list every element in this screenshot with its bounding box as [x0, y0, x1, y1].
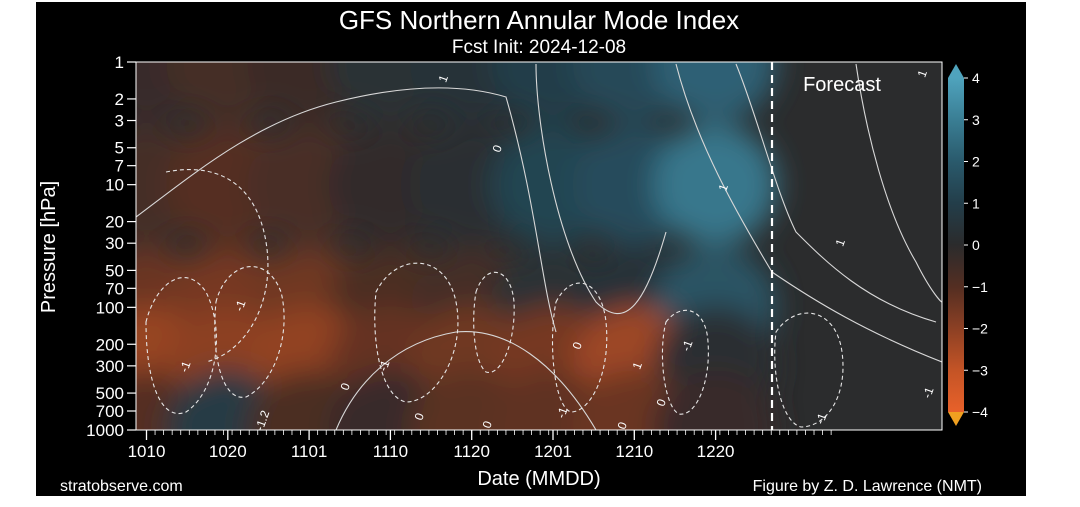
colorbar: 4 3 2 1 0 −1 −2 −3 −4	[948, 64, 988, 426]
contour-dashed	[145, 277, 217, 415]
x-tick-label: 1101	[291, 442, 328, 461]
contour-label: 1	[436, 73, 452, 84]
colorbar-tick-label: 1	[972, 195, 980, 211]
x-tick-label: 1010	[128, 442, 166, 461]
y-tick-label: 1	[115, 53, 124, 72]
contour-label: 1	[915, 68, 931, 79]
y-tick-label: 7	[115, 157, 124, 176]
y-tick-label: 700	[96, 402, 124, 421]
contour-dashed	[473, 271, 515, 373]
contour-label: 0	[490, 143, 506, 154]
x-tick-label: 1020	[209, 442, 247, 461]
y-tick-label: 20	[105, 213, 124, 232]
contour-lines	[136, 63, 942, 430]
contour-dashed	[374, 262, 459, 403]
y-tick-label: 70	[105, 279, 124, 298]
contour-label: -1.2	[252, 408, 272, 433]
plot-area: 1 0 1 1 1 -1 -1 -1 0 0 0 -1 1 0 -1 -1 -1 0 -1.2 0 Forecast	[135, 61, 943, 433]
contour-label: 0	[570, 340, 586, 351]
field-cell	[653, 62, 778, 122]
x-tick-label: 1210	[615, 442, 653, 461]
x-tick-label: 1110	[373, 442, 408, 461]
y-tick-label: 1000	[86, 421, 124, 440]
colorbar-extend-max	[948, 64, 964, 78]
chart-figure: GFS Northern Annular Mode Index Fcst Ini…	[36, 2, 1026, 496]
x-tick-label: 1220	[697, 442, 735, 461]
contour-label: 1	[833, 237, 849, 248]
contour-dashed	[214, 266, 285, 398]
forecast-label: Forecast	[803, 74, 881, 96]
colorbar-extend-min	[948, 412, 964, 426]
y-tick-label: 5	[115, 139, 124, 158]
x-tick-label: 1201	[534, 442, 572, 461]
colorbar-tick-label: −1	[972, 279, 988, 295]
colorbar-tick-label: 3	[972, 112, 980, 128]
contour-label: 1	[716, 182, 732, 193]
field-shading	[136, 62, 778, 430]
colorbar-tick-label: −3	[972, 362, 988, 378]
contour-label: -1	[232, 298, 249, 313]
contour-label: -1	[920, 385, 937, 400]
y-tick-label: 500	[96, 384, 124, 403]
contour-label: -1	[679, 338, 696, 353]
contour-label: -1	[813, 411, 830, 426]
contour-labels: 1 0 1 1 1 -1 -1 -1 0 0 0 -1 1 0 -1 -1 -1 0 -1.2 0	[177, 68, 937, 433]
colorbar-tick-label: −4	[972, 404, 988, 420]
chart-subtitle: Fcst Init: 2024-12-08	[452, 37, 626, 58]
colorbar-tick-label: 4	[972, 70, 980, 86]
contour-label: -1	[376, 358, 393, 373]
y-tick-label: 3	[115, 112, 124, 131]
contour-solid	[735, 63, 937, 323]
contour-label: 0	[615, 420, 631, 431]
x-axis: 1010 1020 1101 1110 1120 1201 1210 1220	[128, 430, 832, 461]
field-cell	[653, 124, 778, 245]
y-tick-label: 100	[96, 298, 124, 317]
contour-solid	[535, 63, 667, 314]
chart-title: GFS Northern Annular Mode Index	[339, 5, 739, 35]
y-tick-label: 30	[105, 234, 124, 253]
source-credit: stratobserve.com	[60, 478, 183, 495]
y-tick-label: 50	[105, 261, 124, 280]
contour-dashed	[552, 282, 608, 413]
figure-credit: Figure by Z. D. Lawrence (NMT)	[753, 478, 982, 495]
contour-solid	[335, 330, 597, 430]
y-tick-label: 2	[115, 90, 124, 109]
contour-solid	[855, 63, 942, 303]
contour-label: -1	[177, 359, 194, 374]
contour-label: 0	[654, 397, 670, 408]
contour-label: 0	[412, 411, 428, 422]
y-tick-label: 300	[96, 357, 124, 376]
contour-solid	[136, 87, 557, 333]
y-tick-label: 200	[96, 335, 124, 354]
contour-label: 0	[480, 419, 496, 430]
contour-dashed	[661, 309, 709, 415]
x-tick-label: 1120	[453, 442, 490, 461]
contour-label: -1	[554, 405, 571, 420]
y-tick-label: 10	[105, 176, 124, 195]
y-axis-label: Pressure [hPa]	[38, 181, 60, 313]
colorbar-tick-label: −2	[972, 321, 988, 337]
colorbar-ramp	[948, 78, 964, 412]
colorbar-tick-label: 2	[972, 154, 980, 170]
field-cell	[653, 370, 778, 430]
x-axis-label: Date (MMDD)	[477, 468, 600, 490]
contour-label: 1	[630, 360, 646, 371]
chart-svg: GFS Northern Annular Mode Index Fcst Ini…	[38, 5, 988, 495]
contour-label: 0	[338, 381, 354, 392]
plot-frame	[135, 61, 943, 431]
contour-dashed	[774, 312, 844, 428]
colorbar-tick-label: 0	[972, 237, 980, 253]
contour-dashed	[165, 169, 269, 363]
